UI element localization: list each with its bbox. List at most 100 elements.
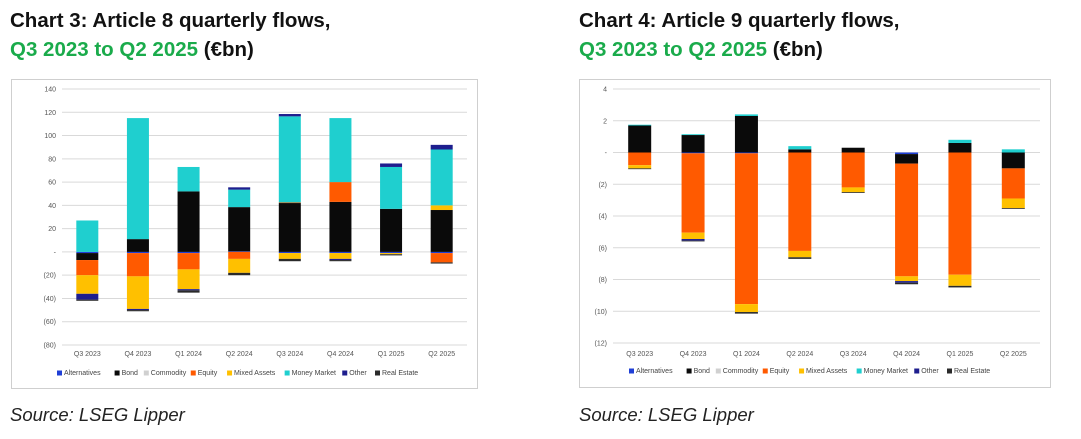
chart3-bar-mixed-assets [430,205,453,211]
chart4-bar-bond [1001,152,1025,169]
chart-3-svg: (80) (60) (40) (20) - 20 40 60 80 100 120 140 Q3 202… [44,87,467,377]
chart3-bar-alternatives [228,251,251,252]
chart3-bar-money-market [228,189,251,208]
chart-4-title-unit: (€bn) [767,38,823,61]
chart3-bar-bond [380,208,403,252]
chart4-bar-equity [948,152,972,275]
chart4-legend-swatch [686,368,692,374]
chart3-bar-bond [329,201,352,252]
chart-4-plot-area: (12) (10) (8) (6) (4) (2) - 2 4 Q3 2023 Q4 2023 Q1 … [579,79,1051,388]
chart-3-title-line2: Q3 2023 to Q2 2025 (€bn) [10,35,540,64]
chart4-legend-swatch [715,368,721,374]
chart3-bar-equity [76,260,99,276]
chart4-bar-real-estate [1001,208,1025,209]
chart4-y-tick-label: (8) [598,277,607,284]
chart3-x-tick-label: Q2 2025 [428,351,455,358]
chart4-bar-mixed-assets [681,232,705,240]
chart4-y-tick-label: 2 [603,118,607,125]
chart3-bar-money-market [329,118,352,183]
chart4-legend-label: Alternatives [636,368,673,375]
chart3-bar-mixed-assets [126,276,149,309]
chart4-bar-alternatives [681,152,705,154]
chart-4-panel: Chart 4: Article 9 quarterly flows, Q3 2… [570,0,1081,425]
chart3-bar-equity [177,253,200,270]
chart3-y-tick-label: (60) [44,319,56,326]
chart3-bar-alternatives [177,251,200,254]
chart3-legend-swatch [114,370,120,376]
chart3-y-tick-label: 20 [48,226,56,233]
chart3-bar-equity [228,251,251,259]
chart4-legend-label: Bond [694,368,710,375]
chart3-bar-money-market [380,166,403,209]
chart3-bar-money-market [76,220,99,252]
chart-3-title-line1: Chart 3: Article 8 quarterly flows, [10,9,331,32]
chart-4-title-line2: Q3 2023 to Q2 2025 (€bn) [579,35,1081,64]
chart4-bar-mixed-assets [734,304,758,313]
chart4-y-tick-label: (4) [598,214,607,221]
chart4-legend-label: Other [921,368,939,375]
chart4-legend-label: Real Estate [954,368,990,375]
chart3-bar-bond [278,203,301,252]
chart4-bar-bond [628,125,652,153]
chart4-bar-mixed-assets [948,274,972,286]
chart3-y-tick-label: (80) [44,343,56,350]
chart4-bar-bond [734,115,758,153]
chart3-y-tick-label: 40 [48,203,56,210]
chart3-bar-mixed-assets [329,253,352,259]
chart3-bar-real-estate [380,254,403,256]
chart-3-panel: Chart 3: Article 8 quarterly flows, Q3 2… [0,0,540,425]
chart-4-source: Source: LSEG Lipper [579,404,754,425]
chart4-bar-equity [1001,168,1025,199]
chart3-bar-real-estate [430,262,453,264]
chart-3-source: Source: LSEG Lipper [10,404,185,425]
chart3-bar-mixed-assets [228,258,251,273]
chart4-bar-equity [681,153,705,233]
chart4-bar-money-market [788,146,812,150]
chart4-bar-real-estate [841,192,865,193]
chart4-bar-real-estate [734,312,758,314]
chart4-x-tick-label: Q3 2023 [626,351,653,358]
chart4-y-tick-label: (6) [598,245,607,252]
chart3-bar-real-estate [76,299,99,301]
chart4-bar-alternatives [895,152,919,155]
chart4-bar-equity [841,152,865,188]
chart3-bar-money-market [126,118,149,240]
chart4-legend-swatch [629,368,634,374]
chart3-y-tick-label: 100 [44,133,56,140]
chart4-legend-swatch [799,368,805,374]
chart4-bar-real-estate [681,240,705,242]
chart4-legend-label: Commodity [723,368,759,375]
chart4-x-tick-label: Q4 2023 [680,351,707,358]
chart3-bar-alternatives [329,251,352,254]
chart3-bar-bond [126,239,149,252]
chart3-legend-swatch [227,370,233,376]
chart4-x-tick-label: Q1 2025 [947,351,974,358]
chart3-legend-swatch [342,370,348,376]
chart4-bar-money-market [628,124,652,126]
chart4-x-tick-label: Q3 2024 [840,351,867,358]
chart3-bar-bond [177,191,200,252]
chart3-legend-swatch [143,370,149,376]
chart3-x-tick-label: Q3 2024 [276,351,303,358]
chart-3-plot-area: (80) (60) (40) (20) - 20 40 60 80 100 120 140 Q3 202… [11,79,478,389]
chart3-bar-other [228,187,251,190]
chart3-y-tick-label: (40) [44,296,56,303]
chart4-x-tick-label: Q2 2024 [786,351,813,358]
chart3-bar-real-estate [329,260,352,262]
chart3-bar-alternatives [380,251,403,254]
chart3-legend-swatch [284,370,290,376]
chart4-bar-equity [628,152,652,166]
chart4-bar-other [681,239,705,241]
chart3-bar-mixed-assets [380,253,403,255]
chart-4-title-period: Q3 2023 to Q2 2025 [579,38,768,61]
chart3-bar-other [430,144,453,150]
chart4-bar-equity [788,152,812,251]
chart4-y-tick-label: (12) [595,341,607,348]
chart3-x-tick-label: Q4 2023 [125,351,152,358]
chart3-bar-equity [278,202,301,204]
chart3-legend-swatch [190,370,196,376]
chart3-legend-swatch [375,370,380,376]
chart3-bar-real-estate [177,290,200,293]
chart-3-title: Chart 3: Article 8 quarterly flows, Q3 2… [10,6,540,64]
chart4-legend-swatch [856,368,862,374]
